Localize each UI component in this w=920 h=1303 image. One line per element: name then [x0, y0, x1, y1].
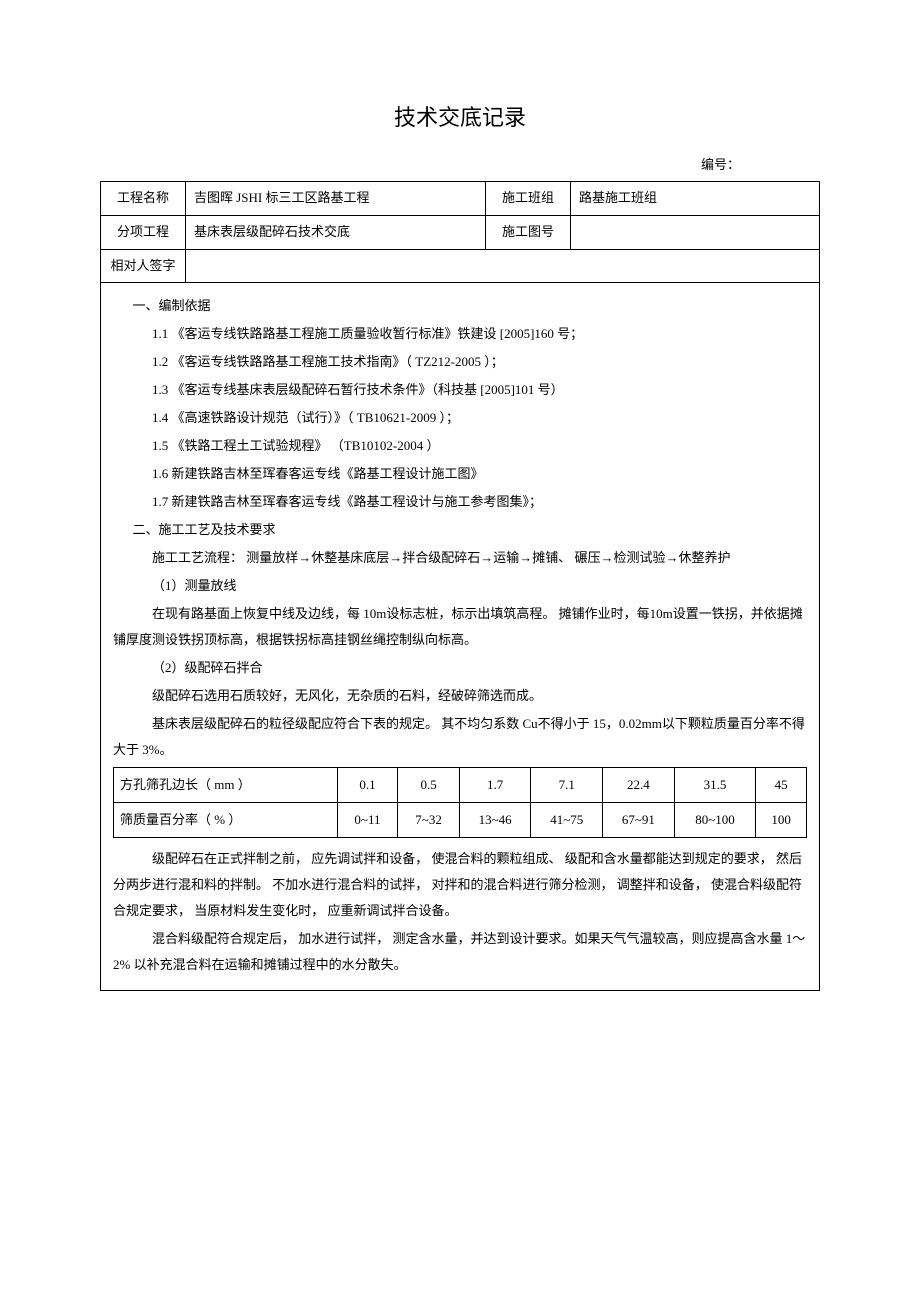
- table-cell: 7.1: [531, 768, 603, 803]
- section1-item-1: 1.1 《客运专线铁路路基工程施工质量验收暂行标准》铁建设 [2005]160 …: [113, 321, 807, 347]
- content-row: 一、编制依据 1.1 《客运专线铁路路基工程施工质量验收暂行标准》铁建设 [20…: [101, 283, 820, 991]
- section1-item-3: 1.3 《客运专线基床表层级配碎石暂行技术条件》（科技基 [2005]101 号…: [113, 377, 807, 403]
- section1-heading: 一、编制依据: [113, 293, 807, 319]
- table-row1-label: 方孔筛孔边长（ mm ）: [114, 768, 338, 803]
- table-cell: 100: [756, 803, 807, 838]
- main-table: 工程名称 吉图晖 JSHI 标三工区路基工程 施工班组 路基施工班组 分项工程 …: [100, 181, 820, 991]
- project-name-value: 吉图晖 JSHI 标三工区路基工程: [186, 181, 486, 215]
- table-row: 方孔筛孔边长（ mm ） 0.1 0.5 1.7 7.1 22.4 31.5 4…: [114, 768, 807, 803]
- table-cell: 31.5: [674, 768, 756, 803]
- header-row-3: 相对人签字: [101, 249, 820, 283]
- section2-heading: 二、施工工艺及技术要求: [113, 517, 807, 543]
- project-name-label: 工程名称: [101, 181, 186, 215]
- document-number-label: 编号：: [100, 155, 820, 176]
- table-row: 筛质量百分率（ % ） 0~11 7~32 13~46 41~75 67~91 …: [114, 803, 807, 838]
- table-cell: 67~91: [603, 803, 675, 838]
- step1-para: 在现有路基面上恢复中线及边线，每 10m设标志桩，标示出填筑高程。 摊铺作业时，…: [113, 601, 807, 653]
- table-cell: 22.4: [603, 768, 675, 803]
- step1-title: （1）测量放线: [113, 573, 807, 599]
- section1-item-7: 1.7 新建铁路吉林至珲春客运专线《路基工程设计与施工参考图集》；: [113, 489, 807, 515]
- table-cell: 1.7: [459, 768, 531, 803]
- section1-item-2: 1.2 《客运专线铁路路基工程施工技术指南》（ TZ212-2005 ）；: [113, 349, 807, 375]
- signature-value: [186, 249, 820, 283]
- step2-para3: 级配碎石在正式拌制之前， 应先调试拌和设备， 使混合料的颗粒组成、 级配和含水量…: [113, 846, 807, 924]
- table-cell: 80~100: [674, 803, 756, 838]
- section1-item-5: 1.5 《铁路工程土工试验规程》 （TB10102-2004 ）: [113, 433, 807, 459]
- step2-para2: 基床表层级配碎石的粒径级配应符合下表的规定。 其不均匀系数 Cu不得小于 15，…: [113, 711, 807, 763]
- table-cell: 0.5: [398, 768, 460, 803]
- team-label: 施工班组: [486, 181, 571, 215]
- table-cell: 7~32: [398, 803, 460, 838]
- table-cell: 0~11: [337, 803, 398, 838]
- step2-title: （2）级配碎石拌合: [113, 655, 807, 681]
- step2-para1: 级配碎石选用石质较好，无风化，无杂质的石料，经破碎筛选而成。: [113, 683, 807, 709]
- table-row2-label: 筛质量百分率（ % ）: [114, 803, 338, 838]
- table-cell: 13~46: [459, 803, 531, 838]
- header-row-1: 工程名称 吉图晖 JSHI 标三工区路基工程 施工班组 路基施工班组: [101, 181, 820, 215]
- drawing-label: 施工图号: [486, 215, 571, 249]
- team-value: 路基施工班组: [571, 181, 820, 215]
- document-title: 技术交底记录: [100, 100, 820, 135]
- table-cell: 41~75: [531, 803, 603, 838]
- table-cell: 45: [756, 768, 807, 803]
- signature-label: 相对人签字: [101, 249, 186, 283]
- content-body: 一、编制依据 1.1 《客运专线铁路路基工程施工质量验收暂行标准》铁建设 [20…: [113, 293, 807, 978]
- table-cell: 0.1: [337, 768, 398, 803]
- drawing-value: [571, 215, 820, 249]
- process-line: 施工工艺流程： 测量放样→休整基床底层→拌合级配碎石→运输→摊铺、 碾压→检测试…: [113, 545, 807, 571]
- header-row-2: 分项工程 基床表层级配碎石技术交底 施工图号: [101, 215, 820, 249]
- section1-item-6: 1.6 新建铁路吉林至珲春客运专线《路基工程设计施工图》: [113, 461, 807, 487]
- content-cell: 一、编制依据 1.1 《客运专线铁路路基工程施工质量验收暂行标准》铁建设 [20…: [101, 283, 820, 991]
- step2-para4: 混合料级配符合规定后， 加水进行试拌， 测定含水量，并达到设计要求。如果天气气温…: [113, 926, 807, 978]
- sub-project-label: 分项工程: [101, 215, 186, 249]
- gradation-table: 方孔筛孔边长（ mm ） 0.1 0.5 1.7 7.1 22.4 31.5 4…: [113, 767, 807, 838]
- sub-project-value: 基床表层级配碎石技术交底: [186, 215, 486, 249]
- section1-item-4: 1.4 《高速铁路设计规范（试行）》（ TB10621-2009 ）；: [113, 405, 807, 431]
